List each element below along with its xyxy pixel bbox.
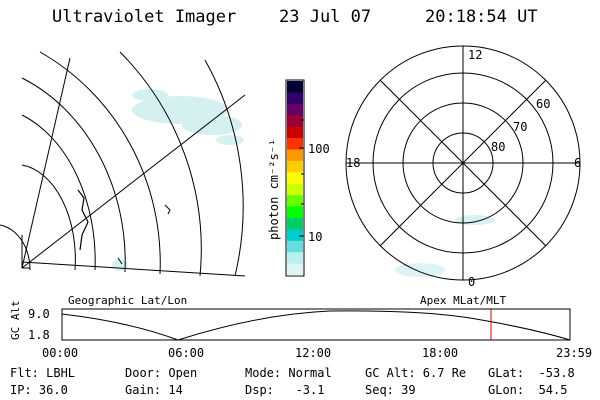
altitude-ylabel: GC Alt — [9, 300, 22, 340]
altitude-ytick-low: 1.8 — [28, 328, 50, 342]
aurora-emission-geo — [112, 89, 244, 271]
colorbar-ticks — [299, 119, 304, 237]
colorbar-band — [287, 263, 303, 276]
colorbar-band — [287, 126, 303, 139]
glat-label: GLat: -53.8 — [488, 366, 575, 380]
time-tick-0000: 00:00 — [42, 346, 79, 360]
colorbar-band — [287, 183, 303, 196]
mlt-label-12: 12 — [468, 48, 483, 62]
mlt-label-6: 6 — [574, 156, 582, 170]
mlat-label-60: 60 — [536, 97, 551, 111]
colorbar-band — [287, 240, 303, 253]
colorbar-band — [287, 149, 303, 162]
door-label: Door: Open — [125, 366, 198, 380]
colorbar-unit-label: photon cm⁻²s⁻¹ — [267, 138, 281, 240]
mode-label: Mode: Normal — [245, 366, 332, 380]
altitude-ytick-high: 9.0 — [28, 307, 50, 321]
ip-label: IP: 36.0 — [10, 383, 68, 397]
glon-label: GLon: 54.5 — [488, 383, 568, 397]
time-tick-1200: 12:00 — [295, 346, 332, 360]
geographic-map — [0, 51, 246, 277]
colorbar-band — [287, 206, 303, 219]
geographic-panel-label: Geographic Lat/Lon — [68, 294, 188, 307]
colorbar-band — [287, 92, 303, 105]
colorbar-band — [287, 172, 303, 185]
aurora-emission-polar — [455, 215, 495, 225]
colorbar-band — [287, 252, 303, 265]
mlat-label-80: 80 — [491, 140, 506, 154]
mlt-label-0: 0 — [468, 275, 476, 289]
colorbar-band — [287, 229, 303, 242]
date-label: 23 Jul 07 — [279, 7, 372, 27]
mlat-label-70: 70 — [513, 120, 528, 134]
colorbar-band — [287, 103, 303, 116]
colorbar-band — [287, 195, 303, 208]
colorbar-band — [287, 81, 303, 94]
filter-label: Flt: LBHL — [10, 366, 76, 380]
apex-panel-label: Apex MLat/MLT — [420, 294, 507, 307]
polar-plot — [345, 45, 581, 281]
altitude-plot — [61, 308, 571, 341]
colorbar-tick-10: 10 — [308, 230, 323, 244]
colorbar-band — [287, 160, 303, 173]
colorbar-tick-100: 100 — [308, 142, 330, 156]
colorbar-band — [287, 217, 303, 230]
gc-alt-label: GC Alt: 6.7 Re — [365, 366, 467, 380]
colorbar-gradient — [287, 81, 303, 276]
colorbar-band — [287, 138, 303, 151]
time-tick-0600: 06:00 — [168, 346, 205, 360]
gain-label: Gain: 14 — [125, 383, 183, 397]
colorbar-band — [287, 115, 303, 128]
time-label: 20:18:54 UT — [425, 7, 538, 27]
seq-label: Seq: 39 — [365, 383, 416, 397]
app-title: Ultraviolet Imager — [52, 7, 237, 27]
dsp-label: Dsp: -3.1 — [245, 383, 325, 397]
time-tick-1800: 18:00 — [422, 346, 459, 360]
time-tick-2359: 23:59 — [556, 346, 593, 360]
mlt-label-18: 18 — [346, 156, 361, 170]
